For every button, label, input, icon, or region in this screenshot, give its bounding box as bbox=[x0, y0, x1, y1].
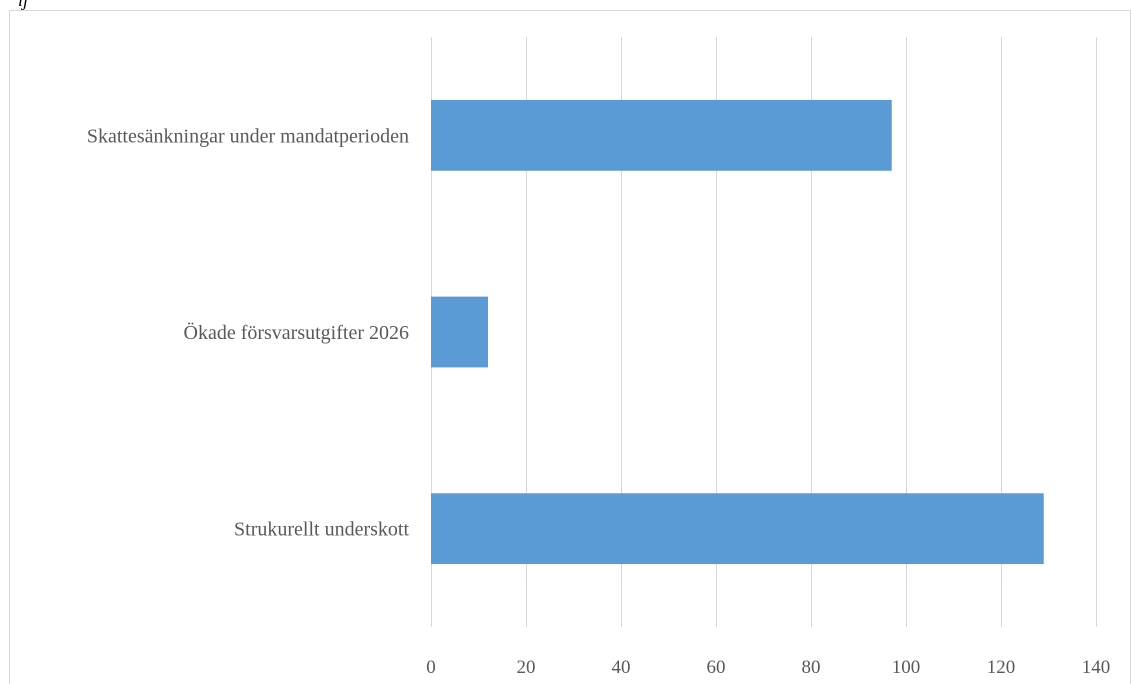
chart-frame bbox=[9, 10, 1131, 684]
x-tick-label-100: 100 bbox=[892, 657, 921, 678]
bar-3 bbox=[431, 493, 1044, 565]
x-tick-label-140: 140 bbox=[1082, 657, 1111, 678]
x-tick-label-20: 20 bbox=[517, 657, 536, 678]
category-label-2: Ökade försvarsutgifter 2026 bbox=[184, 321, 410, 344]
x-tick-label-80: 80 bbox=[802, 657, 821, 678]
clipped-caption-fragment: ij bbox=[18, 0, 29, 10]
x-tick-label-120: 120 bbox=[987, 657, 1016, 678]
x-tick-label-0: 0 bbox=[426, 657, 436, 678]
category-label-1: Skattesänkningar under mandatperioden bbox=[87, 125, 409, 147]
bar-1 bbox=[431, 99, 892, 171]
bar-2 bbox=[431, 296, 488, 368]
category-label-3: Strukurellt underskott bbox=[234, 519, 409, 541]
x-tick-label-60: 60 bbox=[707, 657, 726, 678]
x-tick-label-40: 40 bbox=[612, 657, 631, 678]
